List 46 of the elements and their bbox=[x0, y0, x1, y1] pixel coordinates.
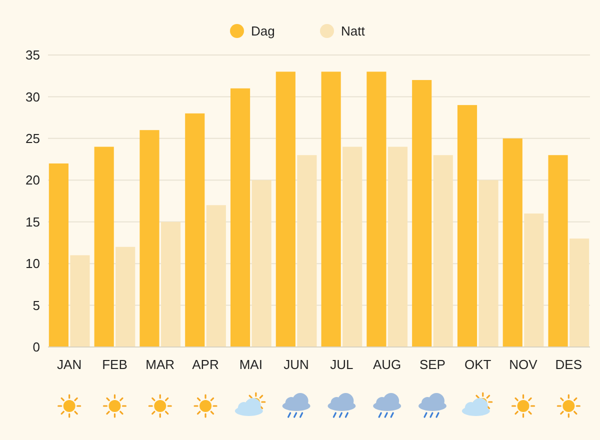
bar bbox=[160, 222, 181, 347]
x-tick-label: DES bbox=[555, 357, 582, 372]
bar bbox=[70, 255, 90, 347]
x-tick-label: MAI bbox=[239, 357, 262, 372]
bar bbox=[342, 146, 362, 347]
x-tick-label: NOV bbox=[509, 357, 538, 372]
y-tick-label: 30 bbox=[26, 89, 40, 104]
bar bbox=[206, 205, 226, 347]
bar bbox=[321, 72, 341, 347]
x-tick-label: JAN bbox=[57, 357, 82, 372]
y-tick-label: 25 bbox=[26, 130, 40, 146]
bar bbox=[276, 72, 296, 347]
bar bbox=[297, 155, 317, 347]
bar bbox=[230, 88, 250, 347]
x-tick-label: OKT bbox=[464, 357, 492, 372]
bar bbox=[94, 146, 114, 347]
x-tick-label: SEP bbox=[419, 357, 446, 372]
bar bbox=[366, 72, 386, 347]
y-tick-label: 10 bbox=[26, 256, 40, 272]
bar bbox=[478, 180, 498, 347]
bar bbox=[48, 163, 68, 347]
y-tick-label: 20 bbox=[26, 172, 40, 188]
bar bbox=[524, 214, 544, 347]
y-tick-label: 35 bbox=[26, 48, 40, 63]
x-tick-label: AUG bbox=[373, 357, 402, 372]
bar bbox=[548, 155, 568, 347]
bar bbox=[433, 155, 453, 347]
x-tick-label: JUN bbox=[284, 357, 309, 372]
bar bbox=[185, 113, 205, 347]
y-tick-label: 0 bbox=[32, 340, 40, 355]
x-tick-label: APR bbox=[192, 357, 219, 372]
bar bbox=[116, 246, 136, 347]
bar bbox=[388, 146, 408, 347]
y-tick-label: 15 bbox=[26, 214, 40, 230]
bar bbox=[457, 105, 478, 347]
legend-label: Natt bbox=[341, 24, 366, 39]
bar bbox=[412, 80, 432, 347]
y-tick-label: 5 bbox=[32, 298, 40, 313]
x-tick-label: JUL bbox=[330, 357, 354, 372]
bar bbox=[502, 138, 522, 347]
bar bbox=[140, 130, 160, 347]
bar bbox=[570, 238, 590, 347]
x-tick-label: FEB bbox=[102, 357, 128, 372]
bar bbox=[252, 180, 272, 347]
legend-label: Dag bbox=[251, 24, 275, 39]
x-tick-label: MAR bbox=[146, 357, 175, 372]
